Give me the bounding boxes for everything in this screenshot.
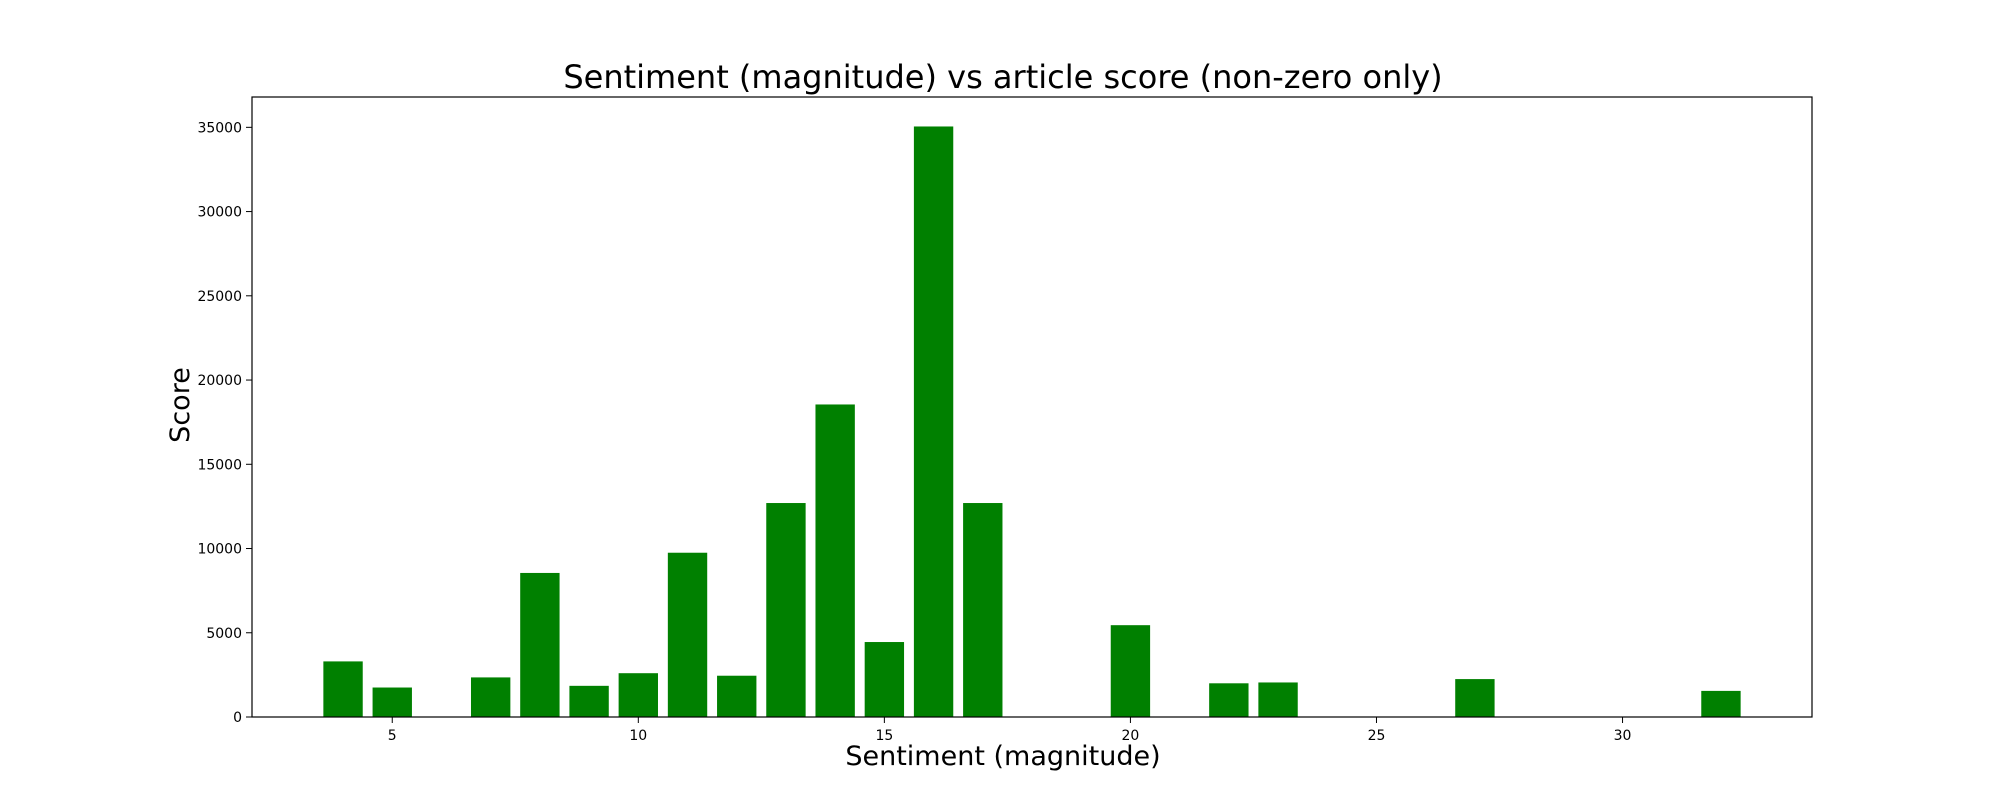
y-tick-label: 10000 [197, 542, 242, 558]
y-tick-label: 15000 [197, 457, 242, 473]
bar-9 [569, 685, 609, 717]
bar-11 [667, 552, 708, 717]
bar-14 [815, 404, 855, 717]
bar-15 [864, 642, 905, 717]
bar-4 [323, 661, 363, 717]
y-tick-label: 30000 [197, 205, 242, 221]
x-tick-label: 15 [875, 728, 893, 744]
x-axis-label: Sentiment (magnitude) [845, 741, 1160, 772]
y-tick-label: 25000 [197, 289, 242, 305]
bar-22 [1209, 683, 1249, 717]
plot-area: 5 10 15 20 25 30 0 5000 10000 15000 20000 25000 3000… [197, 96, 1813, 744]
x-tick-label: 30 [1614, 728, 1632, 744]
bar-23 [1258, 682, 1298, 717]
y-tick-label: 20000 [197, 373, 242, 389]
bar-17 [963, 503, 1003, 717]
bar-5 [372, 687, 412, 717]
y-tick-label: 35000 [197, 120, 242, 136]
y-tick-label: 5000 [206, 626, 242, 642]
bar-7 [470, 677, 511, 717]
bar-20 [1110, 625, 1151, 717]
plot-frame [251, 96, 1813, 718]
bar-32 [1701, 690, 1741, 717]
x-tick-label: 25 [1368, 728, 1386, 744]
y-axis-label: Score [165, 367, 196, 443]
bar-12 [717, 675, 757, 717]
x-tick-label: 10 [629, 728, 647, 744]
chart-title: Sentiment (magnitude) vs article score (… [563, 58, 1442, 96]
x-tick-label: 20 [1122, 728, 1140, 744]
y-tick-label: 0 [233, 710, 242, 726]
bar-27 [1455, 679, 1495, 717]
x-tick-label: 5 [388, 728, 397, 744]
bar-16 [913, 126, 954, 718]
bar-13 [766, 503, 806, 717]
bar-10 [618, 673, 658, 717]
bar-8 [520, 572, 560, 717]
